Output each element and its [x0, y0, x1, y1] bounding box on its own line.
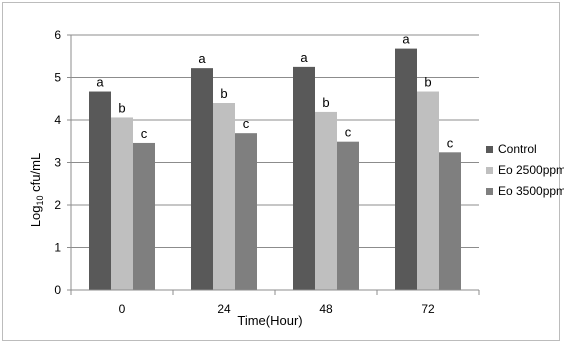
- bar-significance-label: c: [345, 125, 352, 140]
- legend-swatch: [486, 188, 493, 195]
- y-tick-label: 0: [54, 283, 61, 297]
- bars: [89, 48, 461, 291]
- bar: [191, 68, 213, 291]
- bar-significance-label: b: [220, 86, 227, 101]
- bar: [337, 141, 359, 290]
- bar-significance-label: c: [141, 126, 148, 141]
- y-tick-label: 4: [54, 113, 61, 127]
- bar: [89, 91, 111, 291]
- bar-significance-label: b: [118, 100, 125, 115]
- legend-label: Eo 2500ppm: [498, 163, 564, 177]
- bar-significance-label: b: [322, 95, 329, 110]
- bar-significance-label: c: [447, 135, 454, 150]
- bar-significance-label: a: [96, 75, 104, 90]
- legend-label: Eo 3500ppm: [498, 184, 564, 198]
- legend-swatch: [486, 146, 493, 153]
- y-tick-label: 5: [54, 71, 61, 85]
- x-tick-label: 72: [421, 302, 435, 316]
- bar: [235, 133, 257, 290]
- legend: Control Eo 2500ppm Eo 3500ppm: [486, 142, 564, 198]
- x-tick-label: 24: [217, 302, 231, 316]
- legend-swatch: [486, 167, 493, 174]
- y-tick-labels: 0 1 2 3 4 5 6: [54, 28, 61, 297]
- bar: [213, 103, 235, 290]
- y-tick-label: 3: [54, 156, 61, 170]
- bar: [293, 66, 315, 290]
- y-tick-label: 1: [54, 241, 61, 255]
- x-tick-label: 48: [319, 302, 333, 316]
- y-tick-label: 6: [54, 28, 61, 42]
- bar: [439, 152, 461, 290]
- x-tick-label: 0: [119, 302, 126, 316]
- x-tick-labels: 0 24 48 72: [119, 302, 435, 316]
- legend-label: Control: [498, 142, 537, 156]
- x-axis-title: Time(Hour): [237, 313, 302, 328]
- y-tick-label: 2: [54, 198, 61, 212]
- y-axis-title: Log10 cfu/mL: [28, 153, 45, 227]
- bar: [395, 48, 417, 290]
- bar: [111, 117, 133, 290]
- bar: [417, 91, 439, 291]
- axes: [67, 34, 480, 295]
- bar-significance-label: a: [300, 50, 308, 65]
- bar: [315, 111, 337, 290]
- bar: [133, 142, 155, 290]
- bar-significance-label: a: [198, 51, 206, 66]
- bar-significance-label: c: [243, 116, 250, 131]
- bar-significance-label: a: [402, 32, 410, 47]
- bar-significance-label: b: [424, 75, 431, 90]
